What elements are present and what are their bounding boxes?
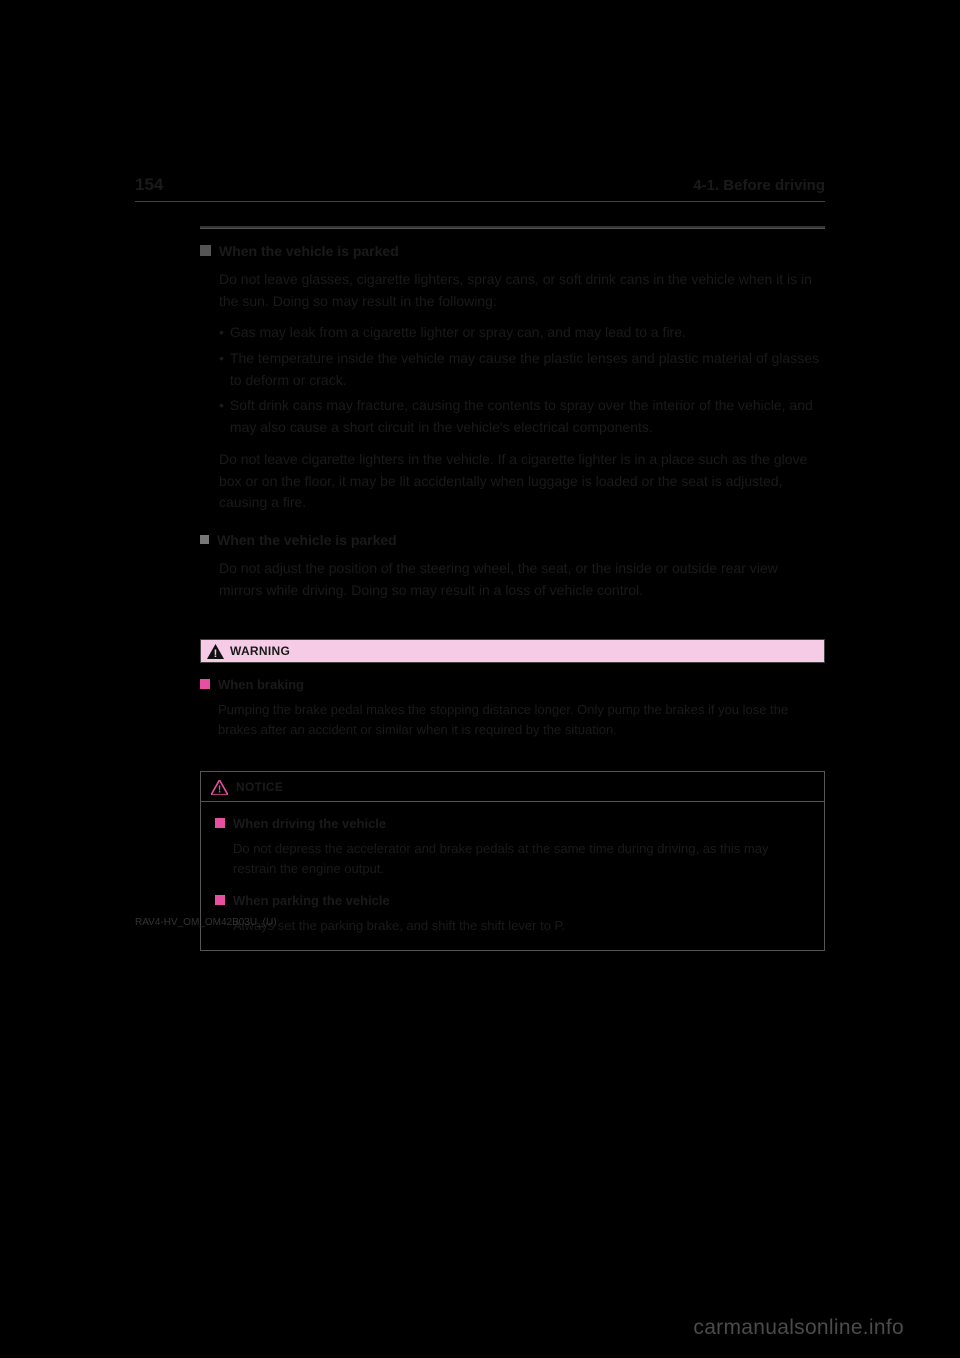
dot-bullet-icon: •	[219, 348, 224, 391]
body-paragraph: Do not leave cigarette lighters in the v…	[219, 449, 825, 514]
section-heading-text: When the vehicle is parked	[217, 532, 397, 548]
section-heading: When the vehicle is parked	[200, 243, 825, 259]
section-heading-text: When the vehicle is parked	[219, 243, 399, 259]
list-item: • The temperature inside the vehicle may…	[219, 348, 825, 391]
notice-heading-text: When driving the vehicle	[233, 816, 386, 831]
notice-heading-text: When parking the vehicle	[233, 893, 390, 908]
list-item-text: Soft drink cans may fracture, causing th…	[230, 395, 825, 438]
page-number: 154	[135, 175, 163, 195]
svg-text:!: !	[218, 784, 221, 795]
warning-heading-text: When braking	[218, 677, 304, 692]
pink-square-icon	[200, 679, 210, 689]
list-item-text: Gas may leak from a cigarette lighter or…	[230, 322, 686, 344]
notice-item-text: Always set the parking brake, and shift …	[233, 916, 810, 936]
notice-item-heading: When driving the vehicle	[215, 816, 810, 831]
list-item-text: The temperature inside the vehicle may c…	[230, 348, 825, 391]
warning-body: When braking Pumping the brake pedal mak…	[200, 677, 825, 740]
body-paragraph: Do not leave glasses, cigarette lighters…	[219, 269, 825, 312]
notice-item-heading: When parking the vehicle	[215, 893, 810, 908]
manual-page: 154 4-1. Before driving When the vehicle…	[135, 175, 825, 951]
notice-label: NOTICE	[236, 780, 283, 794]
notice-item-text: Do not depress the accelerator and brake…	[233, 839, 810, 879]
list-item: • Gas may leak from a cigarette lighter …	[219, 322, 825, 344]
notice-body: When driving the vehicle Do not depress …	[201, 802, 824, 936]
section-heading: When the vehicle is parked	[200, 532, 825, 548]
square-bullet-icon	[200, 535, 209, 544]
warning-text: Pumping the brake pedal makes the stoppi…	[218, 700, 825, 740]
dot-bullet-icon: •	[219, 395, 224, 438]
pink-square-icon	[215, 895, 225, 905]
page-header: 154 4-1. Before driving	[135, 175, 825, 202]
notice-triangle-icon: !	[211, 780, 228, 795]
pink-square-icon	[215, 818, 225, 828]
dot-bullet-icon: •	[219, 322, 224, 344]
svg-text:!: !	[214, 648, 218, 659]
body-paragraph: Do not adjust the position of the steeri…	[219, 558, 825, 601]
document-code: RAV4-HV_OM_OM42B03U_(U)	[135, 917, 277, 928]
double-rule	[200, 226, 825, 229]
section-title: 4-1. Before driving	[693, 177, 825, 194]
square-bullet-icon	[200, 245, 211, 256]
warning-heading: When braking	[200, 677, 825, 692]
notice-header: ! NOTICE	[201, 772, 824, 802]
warning-label: WARNING	[230, 644, 290, 658]
warning-triangle-icon: !	[207, 644, 224, 659]
notice-box: ! NOTICE When driving the vehicle Do not…	[200, 771, 825, 951]
watermark: carmanualsonline.info	[693, 1316, 904, 1340]
list-item: • Soft drink cans may fracture, causing …	[219, 395, 825, 438]
page-content: When the vehicle is parked Do not leave …	[200, 226, 825, 951]
warning-banner: ! WARNING	[200, 639, 825, 663]
